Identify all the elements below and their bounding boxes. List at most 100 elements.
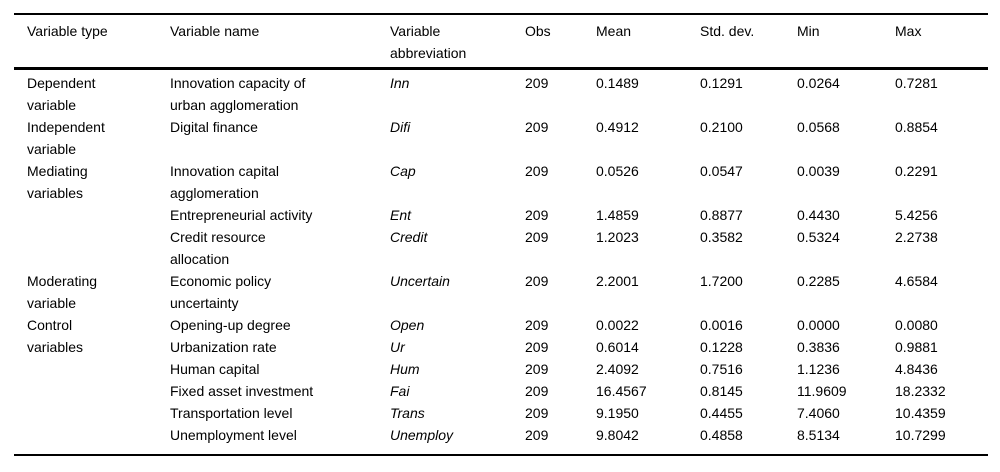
cell-mean: 1.2023: [596, 229, 639, 245]
cell-max: 0.2291: [895, 163, 938, 179]
cell-std-dev: 0.0016: [700, 317, 743, 333]
cell-max: 0.9881: [895, 339, 938, 355]
table-row: Credit resource allocation Credit 209 1.…: [14, 226, 988, 270]
cell-std-dev: 0.4858: [700, 427, 743, 443]
cell-mean: 2.2001: [596, 273, 639, 289]
column-header-min: Min: [797, 14, 895, 70]
cell-variable-name: Entrepreneurial activity: [170, 207, 313, 223]
cell-std-dev: 1.7200: [700, 273, 743, 289]
cell-std-dev: 0.8877: [700, 207, 743, 223]
cell-max: 0.8854: [895, 119, 938, 135]
cell-obs: 209: [525, 119, 549, 135]
cell-variable-abbreviation: Ent: [390, 207, 412, 223]
column-header-std-dev: Std. dev.: [700, 14, 797, 70]
table-row: Urbanization rate Ur 209 0.6014 0.1228 0…: [14, 336, 988, 358]
cell-obs: 209: [525, 163, 549, 179]
cell-obs: 209: [525, 273, 549, 289]
cell-max: 4.8436: [895, 361, 938, 377]
cell-min: 0.0039: [797, 163, 840, 179]
cell-variable-abbreviation: Inn: [390, 75, 410, 91]
column-header-variable-name: Variable name: [170, 14, 390, 70]
cell-variable-type: Dependent variable: [27, 75, 96, 113]
cell-variable-abbreviation: Ur: [390, 339, 405, 355]
cell-mean: 1.4859: [596, 207, 639, 223]
cell-std-dev: 0.1228: [700, 339, 743, 355]
cell-min: 0.0568: [797, 119, 840, 135]
cell-max: 18.2332: [895, 383, 946, 399]
cell-variable-abbreviation: Credit: [390, 229, 428, 245]
cell-std-dev: 0.1291: [700, 75, 743, 91]
cell-mean: 0.0526: [596, 163, 639, 179]
cell-variable-type: Moderating variable: [27, 273, 98, 311]
table-row: Human capital Hum 209 2.4092 0.7516 1.12…: [14, 358, 988, 380]
cell-variable-name: Innovation capacity of urban agglomerati…: [170, 75, 306, 113]
descriptive-statistics-table: Variable type Variable name Variable abb…: [14, 13, 988, 456]
cell-max: 5.4256: [895, 207, 938, 223]
cell-obs: 209: [525, 75, 549, 91]
table-row: Transportation level Trans 209 9.1950 0.…: [14, 402, 988, 424]
cell-variable-name: Unemployment level: [170, 427, 297, 443]
cell-min: 0.0264: [797, 75, 840, 91]
cell-min: 0.0000: [797, 317, 840, 333]
cell-std-dev: 0.7516: [700, 361, 743, 377]
cell-variable-name: Digital finance: [170, 119, 258, 135]
cell-mean: 0.6014: [596, 339, 639, 355]
cell-std-dev: 0.8145: [700, 383, 743, 399]
cell-min: 0.3836: [797, 339, 840, 355]
cell-min: 8.5134: [797, 427, 840, 443]
column-header-obs: Obs: [525, 14, 596, 70]
cell-min: 1.1236: [797, 361, 840, 377]
cell-variable-type: Independent variable: [27, 119, 105, 157]
cell-std-dev: 0.3582: [700, 229, 743, 245]
cell-max: 0.7281: [895, 75, 938, 91]
cell-variable-name: Urbanization rate: [170, 339, 277, 355]
cell-obs: 209: [525, 361, 549, 377]
table-row: Dependent variable Innovation capacity o…: [14, 69, 988, 117]
cell-variable-name: Innovation capital agglomeration: [170, 163, 279, 201]
cell-max: 0.0080: [895, 317, 938, 333]
cell-variable-abbreviation: Uncertain: [390, 273, 450, 289]
cell-std-dev: 0.2100: [700, 119, 743, 135]
cell-min: 0.2285: [797, 273, 840, 289]
cell-obs: 209: [525, 229, 549, 245]
header-row: Variable type Variable name Variable abb…: [14, 14, 988, 70]
cell-min: 0.4430: [797, 207, 840, 223]
cell-variable-name: Transportation level: [170, 405, 293, 421]
cell-variable-abbreviation: Open: [390, 317, 425, 333]
column-header-variable-abbreviation: Variable abbreviation: [390, 14, 525, 70]
cell-obs: 209: [525, 339, 549, 355]
cell-mean: 16.4567: [596, 383, 647, 399]
table-body: Dependent variable Innovation capacity o…: [14, 69, 988, 456]
cell-variable-name: Economic policy uncertainty: [170, 273, 272, 311]
column-header-max: Max: [895, 14, 988, 70]
column-header-mean: Mean: [596, 14, 700, 70]
cell-min: 7.4060: [797, 405, 840, 421]
cell-obs: 209: [525, 405, 549, 421]
table-row: Unemployment level Unemploy 209 9.8042 0…: [14, 424, 988, 455]
cell-variable-type: Mediating variables: [27, 163, 88, 201]
cell-variable-abbreviation: Difi: [390, 119, 411, 135]
statistics-table-container: Variable type Variable name Variable abb…: [14, 13, 988, 456]
table-row: Independent variable Digital finance Dif…: [14, 116, 988, 160]
column-header-variable-type: Variable type: [14, 14, 170, 70]
cell-mean: 9.1950: [596, 405, 639, 421]
cell-max: 4.6584: [895, 273, 938, 289]
cell-min: 0.5324: [797, 229, 840, 245]
cell-std-dev: 0.4455: [700, 405, 743, 421]
cell-max: 2.2738: [895, 229, 938, 245]
cell-mean: 0.1489: [596, 75, 639, 91]
cell-obs: 209: [525, 383, 549, 399]
cell-mean: 2.4092: [596, 361, 639, 377]
cell-max: 10.7299: [895, 427, 946, 443]
cell-obs: 209: [525, 317, 549, 333]
table-row: Mediating variables Innovation capital a…: [14, 160, 988, 204]
cell-obs: 209: [525, 207, 549, 223]
cell-variable-name: Fixed asset investment: [170, 383, 314, 399]
cell-obs: 209: [525, 427, 549, 443]
cell-variable-name: Opening-up degree: [170, 317, 291, 333]
cell-variable-abbreviation: Unemploy: [390, 427, 454, 443]
cell-variable-abbreviation: Cap: [390, 163, 416, 179]
cell-min: 11.9609: [797, 383, 847, 399]
cell-variable-abbreviation: Hum: [390, 361, 420, 377]
table-row: Fixed asset investment Fai 209 16.4567 0…: [14, 380, 988, 402]
